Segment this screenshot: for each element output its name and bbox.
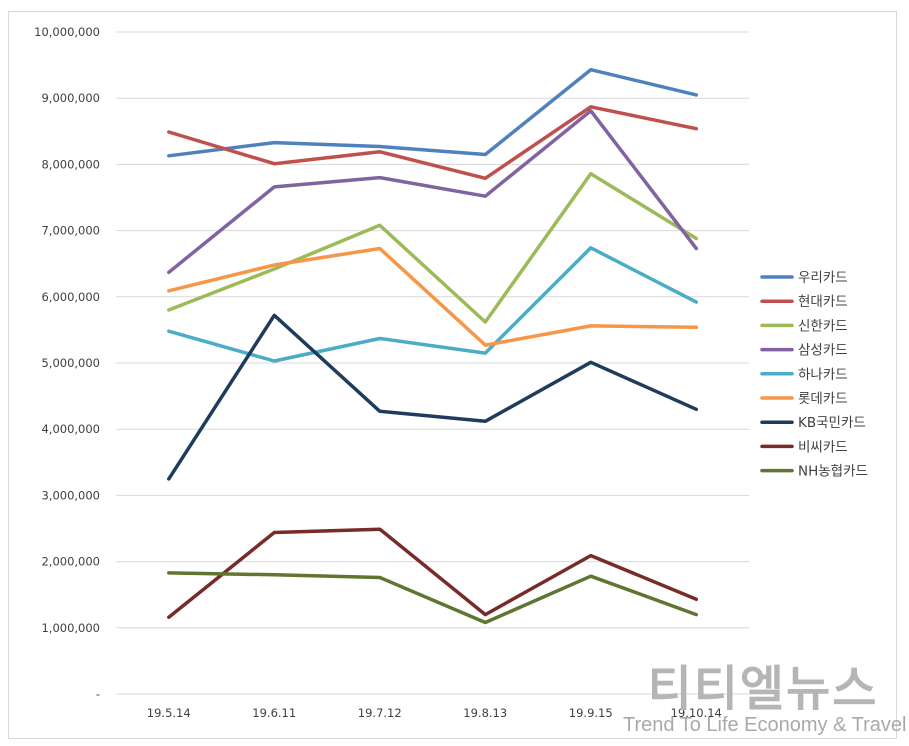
legend-label: 신한카드 [798, 318, 848, 334]
x-tick-label: 19.7.12 [358, 706, 402, 720]
y-tick-label: 8,000,000 [41, 157, 100, 171]
y-tick-label: 5,000,000 [41, 356, 100, 370]
x-tick-label: 19.8.13 [463, 706, 507, 720]
legend-label: 현대카드 [798, 294, 848, 310]
series-line [167, 246, 699, 347]
y-tick-label: 10,000,000 [34, 25, 100, 39]
series-line [167, 527, 699, 619]
y-tick-label: - [96, 687, 100, 701]
y-tick-label: 2,000,000 [41, 555, 100, 569]
series-line [167, 313, 699, 481]
legend-label: NH농협카드 [798, 464, 868, 480]
y-tick-label: 7,000,000 [41, 224, 100, 238]
legend-label: 우리카드 [798, 270, 848, 286]
y-tick-label: 9,000,000 [41, 91, 100, 105]
y-tick-label: 4,000,000 [41, 422, 100, 436]
legend-label: 롯데카드 [798, 391, 848, 407]
x-tick-label: 19.5.14 [147, 706, 191, 720]
series-line [167, 246, 699, 363]
series-line [167, 105, 699, 181]
x-tick-label: 19.6.11 [252, 706, 296, 720]
y-tick-label: 6,000,000 [41, 290, 100, 304]
chart-frame [8, 11, 897, 739]
series-line [167, 67, 699, 158]
x-tick-label: 19.9.15 [569, 706, 613, 720]
legend-label: KB국민카드 [798, 415, 866, 431]
series-line [167, 109, 699, 275]
legend-label: 삼성카드 [798, 343, 848, 359]
legend-label: 비씨카드 [798, 439, 848, 455]
legend-label: 하나카드 [798, 367, 848, 383]
series-line [167, 171, 699, 324]
y-tick-label: 1,000,000 [41, 621, 100, 635]
x-tick-label: 19.10.14 [671, 706, 722, 720]
y-tick-label: 3,000,000 [41, 488, 100, 502]
series-line [167, 571, 699, 625]
